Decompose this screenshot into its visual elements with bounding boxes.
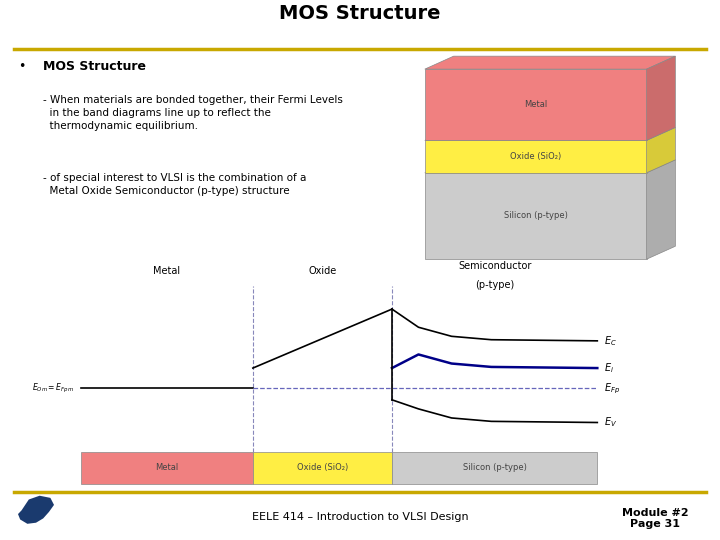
Text: $E_V$: $E_V$: [604, 416, 617, 429]
Text: MOS Structure: MOS Structure: [279, 4, 441, 23]
Text: $E_C$: $E_C$: [604, 334, 617, 348]
Polygon shape: [647, 56, 675, 140]
Text: $E_{Fp}$: $E_{Fp}$: [604, 381, 620, 396]
Text: Semiconductor: Semiconductor: [458, 261, 531, 272]
Bar: [253, 452, 392, 484]
Text: (p-type): (p-type): [475, 280, 514, 289]
Text: Oxide (SiO₂): Oxide (SiO₂): [297, 463, 348, 472]
Text: Oxide (SiO₂): Oxide (SiO₂): [510, 152, 562, 161]
Bar: [81, 452, 253, 484]
Polygon shape: [647, 127, 675, 173]
Bar: [425, 69, 647, 140]
Text: MOS Structure: MOS Structure: [42, 60, 145, 73]
Polygon shape: [425, 160, 675, 173]
Text: Module #2
Page 31: Module #2 Page 31: [622, 508, 688, 529]
Text: - When materials are bonded together, their Fermi Levels
  in the band diagrams : - When materials are bonded together, th…: [42, 95, 343, 131]
Polygon shape: [425, 56, 675, 69]
Polygon shape: [425, 127, 675, 140]
Text: Silicon (p-type): Silicon (p-type): [504, 212, 567, 220]
Text: $E_i$: $E_i$: [604, 361, 614, 375]
Bar: [425, 140, 647, 173]
Text: - of special interest to VLSI is the combination of a
  Metal Oxide Semiconducto: - of special interest to VLSI is the com…: [42, 173, 306, 196]
Polygon shape: [647, 160, 675, 259]
Polygon shape: [18, 496, 54, 524]
Text: Silicon (p-type): Silicon (p-type): [463, 463, 526, 472]
Text: Metal: Metal: [155, 463, 179, 472]
Text: Metal: Metal: [524, 100, 547, 109]
Text: $E_{Om}=E_{Fpm}$: $E_{Om}=E_{Fpm}$: [32, 382, 74, 395]
Bar: [392, 452, 598, 484]
Text: Metal: Metal: [153, 266, 180, 276]
Text: Oxide: Oxide: [308, 266, 336, 276]
Bar: [425, 173, 647, 259]
Text: EELE 414 – Introduction to VLSI Design: EELE 414 – Introduction to VLSI Design: [252, 512, 468, 522]
Text: •: •: [19, 60, 26, 73]
